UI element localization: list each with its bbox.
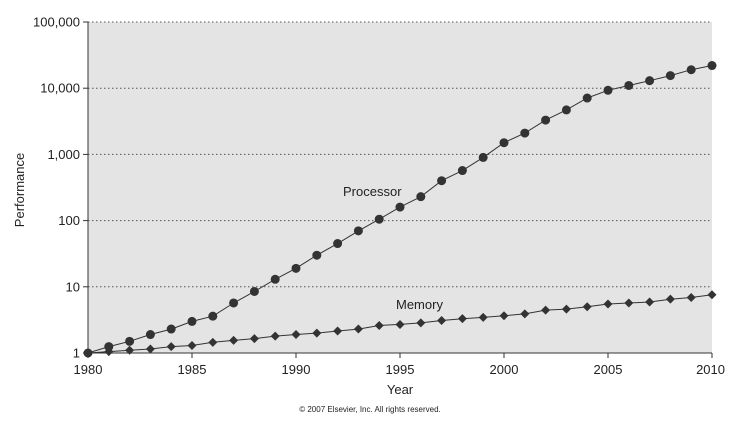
- processor-point: [312, 250, 322, 260]
- y-tick-label: 1: [73, 346, 80, 361]
- x-tick-label: 2000: [490, 362, 519, 377]
- processor-point: [665, 71, 675, 81]
- memory-point: [145, 344, 155, 354]
- memory-point: [582, 302, 592, 312]
- processor-point: [541, 115, 551, 125]
- x-tick-label: 2005: [594, 362, 623, 377]
- processor-point: [166, 324, 176, 334]
- x-tick-label: 1995: [386, 362, 415, 377]
- processor-point: [457, 166, 467, 176]
- x-tick-label: 2010: [696, 362, 725, 377]
- processor-point: [145, 330, 155, 340]
- memory-point: [395, 319, 405, 329]
- processor-point: [582, 93, 592, 103]
- processor-point: [416, 192, 426, 202]
- memory-point: [291, 330, 301, 340]
- memory-point: [374, 321, 384, 331]
- processor-point: [187, 316, 197, 326]
- processor-point: [333, 239, 343, 249]
- y-axis-title: Performance: [12, 153, 27, 227]
- memory-point: [333, 326, 343, 336]
- x-tick-label: 1990: [282, 362, 311, 377]
- memory-point: [499, 311, 509, 321]
- memory-series-label: Memory: [396, 297, 443, 312]
- x-tick-label: 1985: [178, 362, 207, 377]
- memory-point: [520, 309, 530, 319]
- memory-point: [624, 298, 634, 308]
- processor-point: [437, 176, 447, 186]
- x-axis-title: Year: [387, 382, 414, 397]
- memory-point: [166, 342, 176, 352]
- processor-point: [686, 65, 696, 75]
- memory-point: [478, 312, 488, 322]
- processor-point: [291, 263, 301, 273]
- plot-area: [88, 22, 712, 353]
- processor-point: [249, 286, 259, 296]
- y-tick-label: 100: [58, 213, 80, 228]
- memory-point: [437, 315, 447, 325]
- processor-point: [229, 298, 239, 308]
- memory-point: [416, 318, 426, 328]
- memory-point: [541, 305, 551, 315]
- memory-point: [312, 328, 322, 338]
- processor-point: [520, 128, 530, 138]
- processor-point: [645, 76, 655, 86]
- x-axis-ticks: 1980 1985 1990 1995 2000 2005 2010: [74, 353, 725, 377]
- processor-point: [374, 214, 384, 224]
- processor-point: [478, 152, 488, 162]
- copyright-notice: © 2007 Elsevier, Inc. All rights reserve…: [299, 405, 441, 414]
- grid-lines: [88, 21, 712, 288]
- memory-point: [353, 324, 363, 334]
- y-tick-label: 100,000: [33, 15, 80, 30]
- y-axis-ticks: 1 10 100 1,000 10,000 100,000: [33, 15, 88, 361]
- memory-point: [561, 304, 571, 314]
- memory-point: [208, 337, 218, 347]
- memory-point: [665, 294, 675, 304]
- memory-point: [270, 331, 280, 341]
- processor-point: [125, 336, 135, 346]
- x-tick-label: 1980: [74, 362, 103, 377]
- processor-point: [561, 105, 571, 115]
- memory-point: [83, 348, 93, 358]
- y-tick-label: 1,000: [47, 147, 80, 162]
- series-layer: [83, 61, 717, 358]
- processor-point: [395, 202, 405, 212]
- memory-point: [187, 340, 197, 350]
- processor-point: [353, 226, 363, 236]
- y-tick-label: 10: [66, 279, 80, 294]
- processor-point: [270, 274, 280, 284]
- memory-point: [457, 314, 467, 324]
- processor-point: [104, 342, 114, 352]
- processor-series-label: Processor: [343, 184, 402, 199]
- memory-point: [125, 345, 135, 355]
- memory-point: [686, 292, 696, 302]
- y-tick-label: 10,000: [40, 81, 80, 96]
- memory-point: [249, 334, 259, 344]
- processor-point: [624, 80, 634, 90]
- memory-point: [104, 347, 114, 357]
- processor-point: [603, 85, 613, 95]
- memory-point: [229, 335, 239, 345]
- memory-point: [645, 297, 655, 307]
- processor-point: [208, 311, 218, 321]
- memory-point: [603, 299, 613, 309]
- processor-point: [707, 61, 717, 71]
- processor-point: [499, 138, 509, 148]
- memory-point: [707, 290, 717, 300]
